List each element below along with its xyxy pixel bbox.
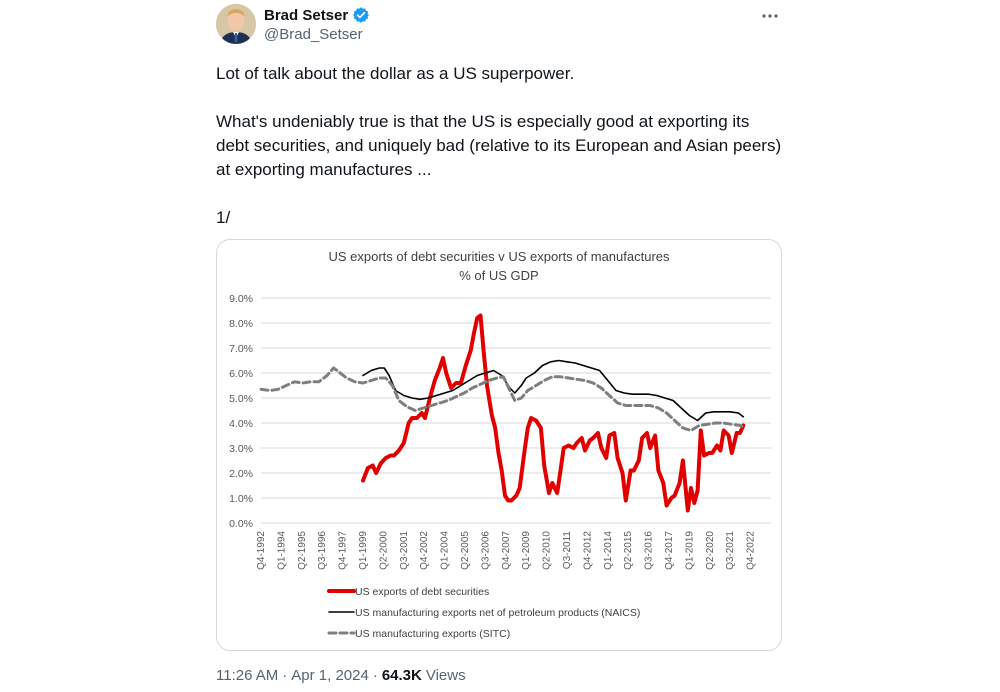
chart-svg: US exports of debt securities v US expor… (229, 249, 771, 640)
x-tick-label: Q2-2000 (378, 531, 389, 570)
x-tick-label: Q2-2020 (705, 531, 716, 570)
x-tick-label: Q3-2011 (562, 531, 573, 570)
x-tick-label: Q3-2016 (644, 531, 655, 570)
x-tick-label: Q2-2005 (460, 531, 471, 570)
x-tick-label: Q2-2010 (542, 531, 553, 570)
author-handle[interactable]: @Brad_Setser (264, 26, 363, 43)
chart-legend: US exports of debt securities US manufact… (327, 586, 640, 640)
meta-separator: · (372, 667, 378, 684)
meta-separator: · (282, 667, 288, 684)
chart-title: US exports of debt securities v US expor… (328, 249, 670, 264)
x-tick-label: Q1-2014 (603, 531, 614, 570)
author-display-name[interactable]: Brad Setser (264, 6, 349, 24)
chart-series (259, 313, 746, 513)
series-line-2 (362, 359, 745, 422)
x-tick-label: Q4-2007 (501, 531, 512, 570)
tweet-time[interactable]: 11:26 AM (216, 667, 279, 684)
x-tick-label: Q1-2009 (521, 531, 532, 570)
x-tick-label: Q4-1997 (338, 531, 349, 570)
y-tick-label: 2.0% (229, 468, 253, 480)
y-tick-label: 9.0% (229, 293, 253, 305)
tweet-date[interactable]: Apr 1, 2024 (291, 667, 369, 684)
views-label: Views (425, 667, 466, 684)
chart-subtitle: % of US GDP (459, 268, 538, 283)
x-tick-label: Q1-1994 (276, 531, 287, 570)
chart-gridlines (261, 297, 771, 524)
more-options-icon[interactable] (758, 4, 782, 28)
chart-x-axis: Q4-1992 Q1-1994 Q2-1995 Q3-1996 Q4-1997 Q1-19… (256, 531, 757, 570)
y-tick-label: 6.0% (229, 368, 253, 380)
x-tick-label: Q2-2015 (623, 531, 634, 570)
chart-y-axis: 9.0% 8.0% 7.0% 6.0% 5.0% 4.0% 3.0% 2.0% 1.0% 0.0% (229, 293, 253, 530)
y-tick-label: 1.0% (229, 493, 253, 505)
series-line-1 (361, 313, 746, 513)
x-tick-label: Q1-2019 (684, 531, 695, 570)
tweet-paragraph: Lot of talk about the dollar as a US sup… (216, 64, 575, 83)
x-tick-label: Q3-2021 (725, 531, 736, 570)
y-tick-label: 5.0% (229, 393, 253, 405)
avatar-image (216, 4, 256, 44)
tweet-paragraph: What's undeniably true is that the US is… (216, 112, 782, 179)
x-tick-label: Q1-1999 (358, 531, 369, 570)
author-name-row[interactable]: Brad Setser (264, 6, 370, 24)
series-line-3 (259, 366, 745, 432)
x-tick-label: Q4-2012 (582, 531, 593, 570)
x-tick-label: Q4-2002 (419, 531, 430, 570)
legend-label: US exports of debt securities (355, 586, 489, 598)
y-tick-label: 8.0% (229, 318, 253, 330)
x-tick-label: Q3-2006 (480, 531, 491, 570)
x-tick-label: Q3-2001 (399, 531, 410, 570)
tweet-paragraph: 1/ (216, 208, 231, 227)
y-tick-label: 4.0% (229, 418, 253, 430)
verified-badge-icon (352, 7, 370, 23)
tweet-text: Lot of talk about the dollar as a US sup… (216, 62, 782, 230)
x-tick-label: Q1-2004 (440, 531, 451, 570)
legend-label: US manufacturing exports net of petroleu… (355, 607, 640, 619)
x-tick-label: Q4-2017 (664, 531, 675, 570)
avatar[interactable] (216, 4, 256, 44)
y-tick-label: 7.0% (229, 343, 253, 355)
tweet: Brad Setser @Brad_Setser Lot of talk abo… (216, 0, 782, 692)
tweet-meta: 11:26 AM · Apr 1, 2024 · 64.3K Views (216, 667, 466, 684)
y-tick-label: 3.0% (229, 443, 253, 455)
legend-label: US manufacturing exports (SITC) (355, 628, 510, 640)
views-count: 64.3K (381, 667, 422, 684)
x-tick-label: Q2-1995 (297, 531, 308, 570)
x-tick-label: Q4-1992 (256, 531, 267, 570)
tweet-media-chart[interactable]: US exports of debt securities v US expor… (216, 239, 782, 651)
y-tick-label: 0.0% (229, 518, 253, 530)
x-tick-label: Q4-2022 (746, 531, 757, 570)
x-tick-label: Q3-1996 (317, 531, 328, 570)
